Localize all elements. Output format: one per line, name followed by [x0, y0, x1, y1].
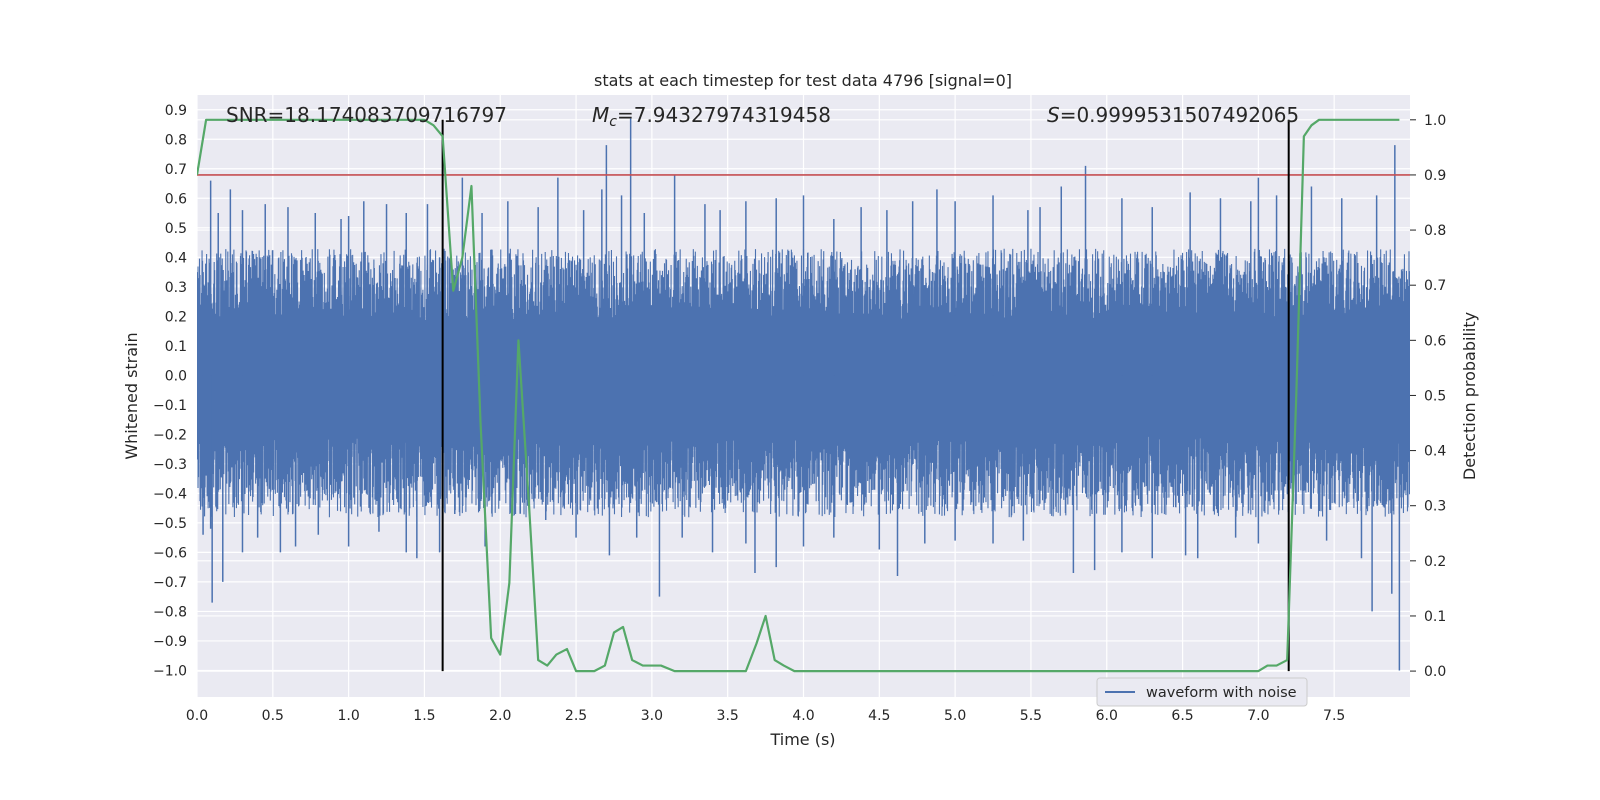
chirp-mass-annotation: Mc=7.94327974319458 — [592, 103, 831, 130]
y-left-tick-label: 0.1 — [165, 339, 187, 355]
y-left-tick-label: −0.8 — [153, 604, 187, 620]
x-tick-label: 1.0 — [337, 708, 359, 724]
score-annotation: S=0.9999531507492065 — [1047, 103, 1299, 127]
y-left-tick-label: −0.3 — [153, 457, 187, 473]
x-axis-label: Time (s) — [769, 730, 835, 749]
y-left-tick-label: −0.5 — [153, 516, 187, 532]
x-tick-label: 4.0 — [792, 708, 814, 724]
legend-box — [1096, 677, 1308, 707]
y-axis-label-right: Detection probability — [1460, 312, 1479, 480]
y-left-tick-label: −0.1 — [153, 398, 187, 414]
y-right-tick-label: 0.3 — [1424, 499, 1446, 515]
waveform-series — [197, 118, 1410, 671]
y-right-tick-label: 0.4 — [1424, 444, 1446, 460]
x-tick-label: 3.0 — [641, 708, 663, 724]
snr-annotation: SNR=18.174083709716797 — [226, 103, 507, 127]
event-markers — [441, 119, 1290, 672]
x-tick-label: 7.0 — [1247, 708, 1269, 724]
y-left-tick-label: −0.9 — [153, 634, 187, 650]
y-right-tick-label: 0.9 — [1424, 168, 1446, 184]
y-left-tick-label: −0.6 — [153, 545, 187, 561]
y-left-tick-label: −0.7 — [153, 575, 187, 591]
y-right-tick-label: 0.6 — [1424, 333, 1446, 349]
legend: waveform with noise — [1096, 677, 1308, 707]
y-left-tick-label: 0.2 — [165, 309, 187, 325]
y-right-tick-label: 0.5 — [1424, 388, 1446, 404]
y-left-tick-label: 0.4 — [165, 250, 187, 266]
y-left-tick-label: 0.0 — [165, 368, 187, 384]
chirp-mass-value: =7.94327974319458 — [617, 103, 831, 127]
y-right-tick-label: 0.7 — [1424, 278, 1446, 294]
y-right-tick-labels: 0.0 0.1 0.2 0.3 0.4 0.5 0.6 0.7 0.8 0.9 1.0 — [1410, 113, 1446, 680]
y-left-tick-label: 0.9 — [165, 103, 187, 119]
score-value: =0.9999531507492065 — [1060, 103, 1299, 127]
x-tick-label: 1.5 — [413, 708, 435, 724]
y-right-tick-label: 1.0 — [1424, 113, 1446, 129]
y-left-tick-labels: −1.0 −0.9 −0.8 −0.7 −0.6 −0.5 −0.4 −0.3 −0.2 −0.1… — [153, 103, 187, 680]
y-left-tick-label: 0.6 — [165, 191, 187, 207]
x-tick-labels: 0.0 0.5 1.0 1.5 2.0 2.5 3.0 3.5 4.0 4.5 5.0 5.5 6.0 6… — [186, 708, 1345, 724]
y-left-tick-label: 0.7 — [165, 162, 187, 178]
y-left-tick-label: −1.0 — [153, 663, 187, 679]
x-tick-label: 4.5 — [868, 708, 890, 724]
probability-series-line — [197, 118, 1400, 673]
x-tick-label: 5.5 — [1020, 708, 1042, 724]
x-tick-label: 5.0 — [944, 708, 966, 724]
y-right-tick-label: 0.0 — [1424, 664, 1446, 680]
x-tick-label: 3.5 — [717, 708, 739, 724]
score-symbol: S — [1047, 103, 1060, 127]
y-axis-label-left: Whitened strain — [122, 332, 141, 459]
y-left-tick-label: 0.8 — [165, 132, 187, 148]
x-tick-label: 2.5 — [565, 708, 587, 724]
y-left-tick-label: −0.4 — [153, 486, 187, 502]
x-tick-label: 6.5 — [1171, 708, 1193, 724]
y-left-tick-label: 0.5 — [165, 221, 187, 237]
y-right-tick-label: 0.1 — [1424, 609, 1446, 625]
x-tick-label: 0.5 — [262, 708, 284, 724]
x-tick-label: 0.0 — [186, 708, 208, 724]
chart-title: stats at each timestep for test data 479… — [594, 71, 1012, 90]
x-tick-label: 2.0 — [489, 708, 511, 724]
x-tick-label: 7.5 — [1323, 708, 1345, 724]
x-tick-label: 6.0 — [1096, 708, 1118, 724]
y-left-tick-label: 0.3 — [165, 280, 187, 296]
chirp-mass-symbol: M — [592, 103, 609, 127]
y-right-tick-label: 0.2 — [1424, 554, 1446, 570]
y-left-tick-label: −0.2 — [153, 427, 187, 443]
legend-entry: waveform with noise — [1146, 685, 1297, 701]
y-right-tick-label: 0.8 — [1424, 223, 1446, 239]
chirp-mass-subscript: c — [609, 114, 617, 130]
